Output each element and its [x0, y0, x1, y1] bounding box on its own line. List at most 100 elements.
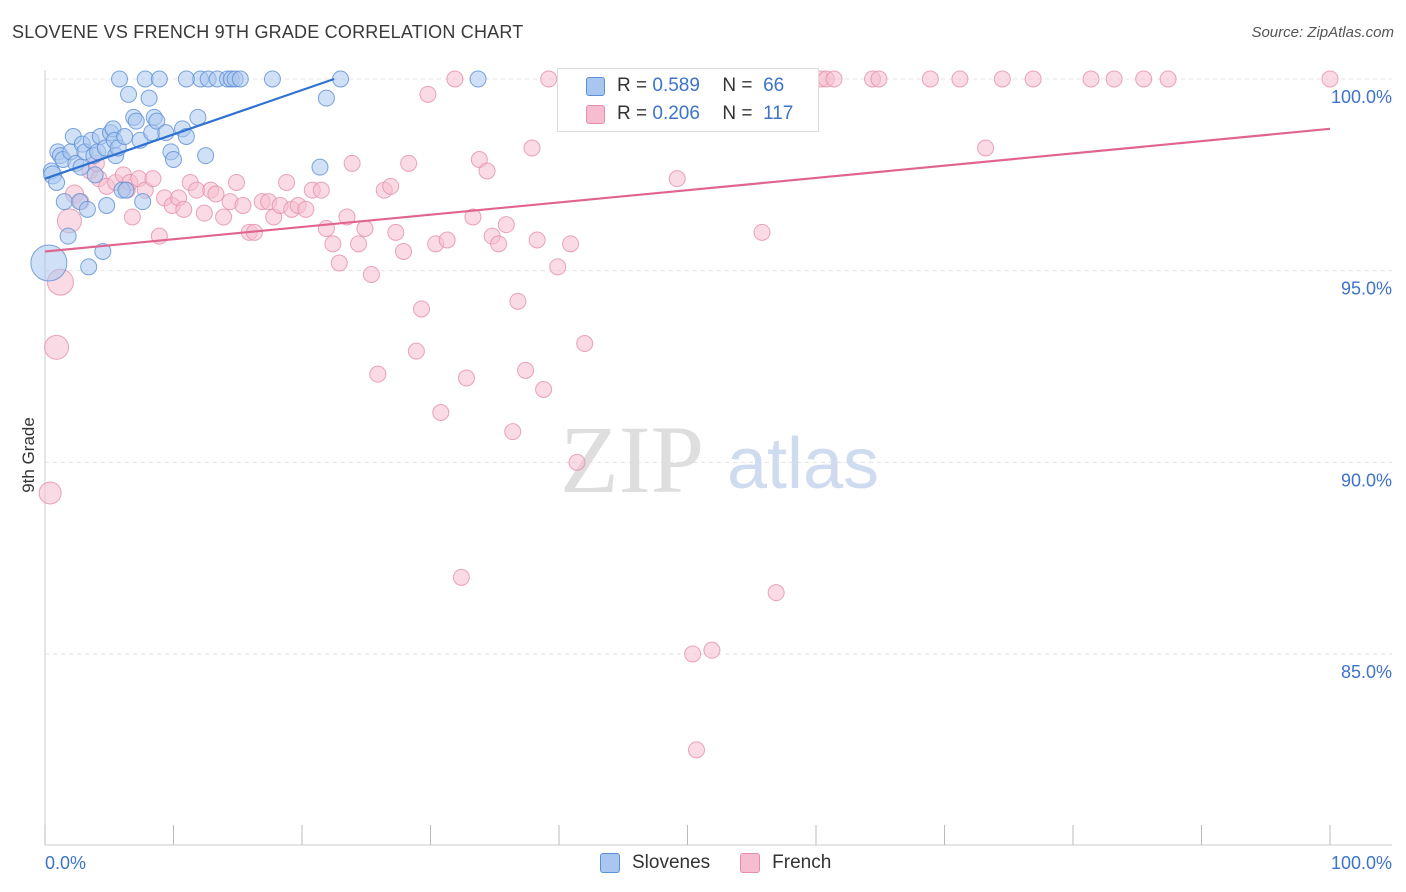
french-point — [1082, 70, 1100, 88]
slovene-point — [30, 244, 68, 282]
french-point — [1135, 70, 1153, 88]
y-tick-label: 95.0% — [1341, 279, 1392, 299]
french-point — [356, 219, 374, 237]
french-point — [387, 223, 405, 241]
legend-item-french[interactable]: French — [740, 852, 831, 874]
slovene-points — [30, 70, 487, 282]
french-point — [452, 568, 470, 586]
slovenes-swatch — [600, 853, 620, 873]
french-trend-line — [44, 127, 1331, 253]
french-point — [324, 235, 342, 253]
french-point — [668, 170, 686, 188]
french-point — [753, 223, 771, 241]
axis-labels: 85.0% 90.0% 95.0% 100.0% 0.0% 100.0% 9th Grade — [19, 87, 1392, 873]
legend-item-slovenes[interactable]: Slovenes — [600, 852, 710, 874]
slovene-point — [317, 89, 335, 107]
french-point — [535, 380, 553, 398]
french-point — [490, 235, 508, 253]
french-point — [1159, 70, 1177, 88]
slovene-point — [134, 193, 152, 211]
french-point — [457, 369, 475, 387]
gridlines — [45, 78, 1392, 655]
french-point — [297, 200, 315, 218]
slovene-point — [165, 150, 182, 168]
french-point — [215, 208, 233, 226]
axes — [44, 70, 1392, 846]
french-r-value: 0.206 — [652, 103, 700, 124]
slovene-point — [94, 242, 112, 260]
y-tick-label: 100.0% — [1331, 87, 1392, 107]
french-point — [540, 70, 558, 88]
french-point — [1024, 70, 1042, 88]
french-point — [195, 204, 213, 222]
slovene-point — [150, 70, 168, 88]
french-point — [977, 139, 995, 157]
slovene-point — [469, 70, 487, 88]
french-point — [438, 231, 456, 249]
french-point — [278, 173, 296, 191]
french-point — [562, 235, 580, 253]
slovene-point — [140, 89, 158, 107]
slovene-trend-line — [44, 77, 335, 180]
french-point — [400, 154, 418, 172]
slovene-point — [136, 70, 154, 88]
french-point — [703, 641, 721, 659]
slovene-point — [117, 181, 135, 199]
french-point — [446, 70, 464, 88]
french-point — [369, 365, 387, 383]
series-legend: Slovenes French — [600, 852, 861, 874]
french-point — [549, 258, 567, 276]
french-label: French — [772, 852, 832, 873]
slovene-point — [148, 112, 166, 130]
slovene-point — [78, 200, 96, 218]
slovene-point — [311, 158, 329, 176]
french-point — [312, 181, 330, 199]
french-point — [395, 242, 413, 260]
french-n-value: 117 — [763, 103, 794, 124]
french-point — [523, 139, 541, 157]
slovene-point — [332, 70, 350, 88]
chart-title: SLOVENE VS FRENCH 9TH GRADE CORRELATION … — [12, 22, 524, 42]
y-tick-label: 90.0% — [1341, 470, 1392, 490]
slovene-point — [98, 196, 116, 214]
french-point — [528, 231, 546, 249]
french-point — [38, 481, 62, 505]
slovene-point — [263, 70, 281, 88]
french-point — [767, 584, 785, 602]
r-label: R = — [617, 75, 648, 96]
french-point — [338, 208, 356, 226]
french-point — [432, 403, 450, 421]
slovenes-n-value: 66 — [763, 75, 785, 96]
french-point — [317, 219, 335, 237]
slovenes-r-value: 0.589 — [652, 75, 700, 96]
french-point — [44, 334, 70, 360]
french-point — [1105, 70, 1123, 88]
french-point — [207, 185, 225, 203]
french-point — [825, 70, 843, 88]
slovene-point — [86, 166, 104, 184]
french-point — [330, 254, 348, 272]
slovene-point — [80, 258, 98, 276]
french-point — [993, 70, 1011, 88]
french-point — [188, 181, 206, 199]
french-point — [144, 170, 162, 188]
french-point — [350, 235, 368, 253]
french-point — [362, 265, 380, 283]
slovene-point — [116, 127, 134, 145]
n-label: N = — [722, 103, 753, 124]
french-point — [227, 173, 245, 191]
french-point — [576, 334, 594, 352]
french-point — [175, 200, 193, 218]
french-point — [419, 85, 437, 103]
r-label: R = — [617, 103, 648, 124]
slovene-point — [177, 70, 195, 88]
slovene-point — [120, 85, 138, 103]
french-swatch — [740, 853, 761, 873]
trend-lines — [44, 77, 1331, 253]
x-tick-label-max: 100.0% — [1331, 853, 1392, 873]
french-point — [921, 70, 939, 88]
french-point — [497, 216, 515, 234]
french-point — [504, 423, 522, 441]
slovene-point — [127, 112, 145, 130]
x-tick-label-min: 0.0% — [45, 853, 86, 873]
